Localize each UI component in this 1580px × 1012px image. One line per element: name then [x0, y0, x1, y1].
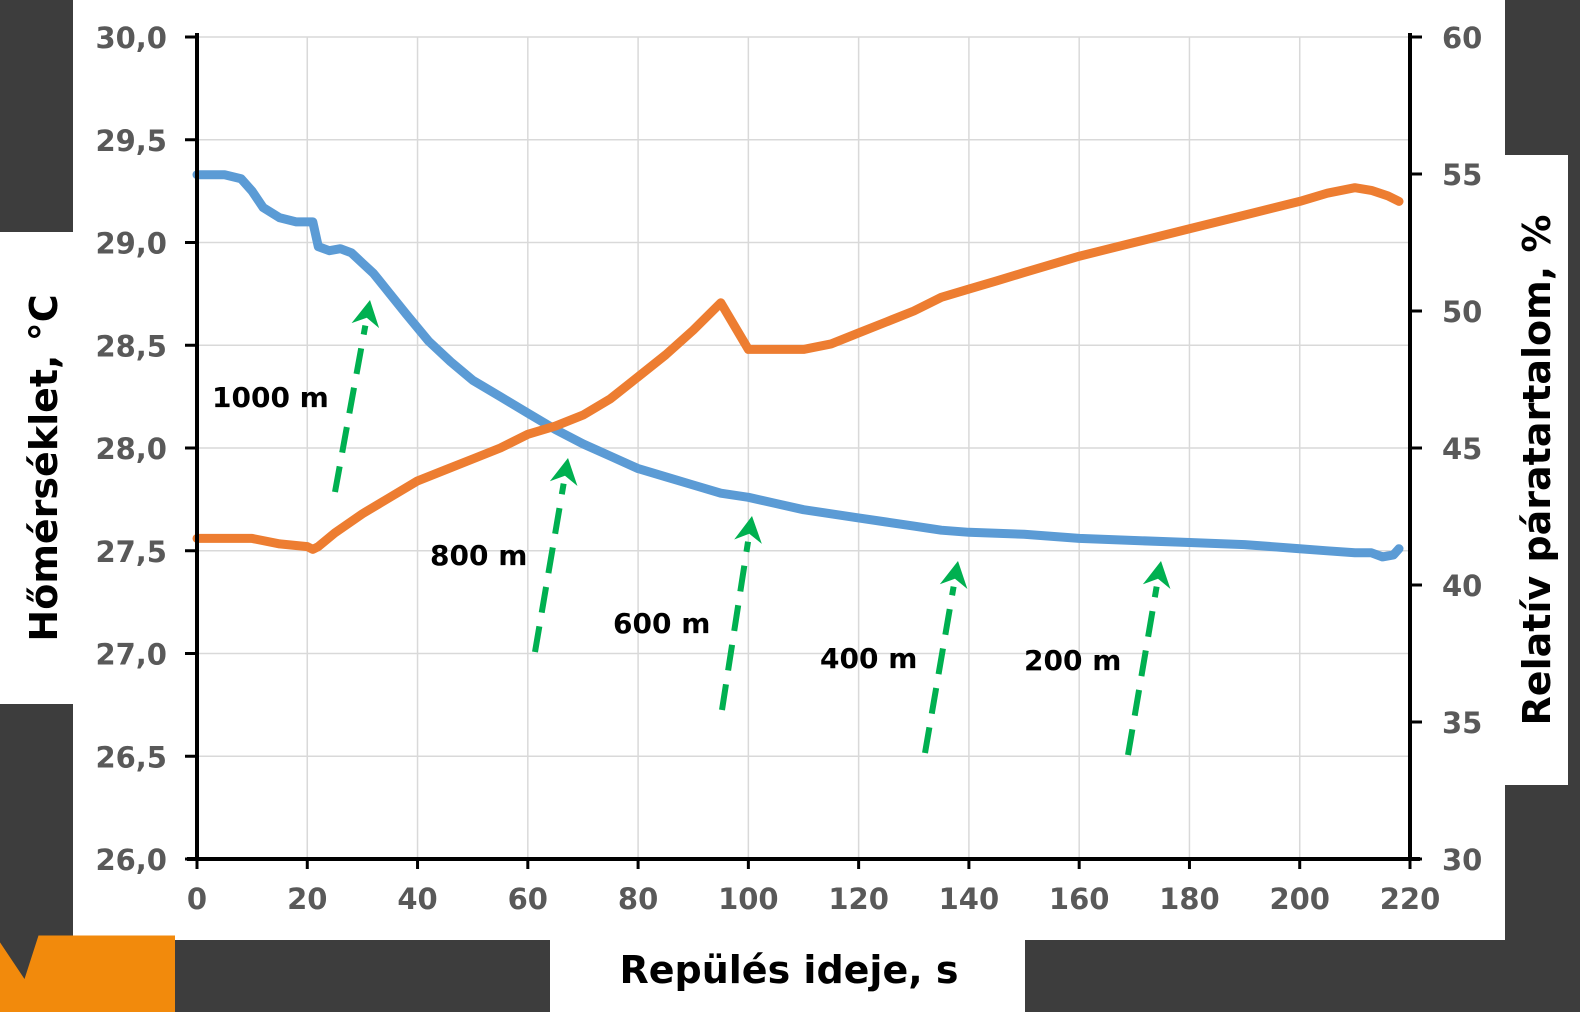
y-left-tick-label: 26,5 — [95, 740, 167, 774]
x-tick-label: 200 — [1269, 882, 1330, 916]
y-right-tick-label: 55 — [1442, 158, 1482, 192]
y-left-tick-label: 30,0 — [95, 21, 167, 55]
left-label-panel — [0, 232, 75, 704]
y-left-tick-label: 29,5 — [95, 124, 167, 158]
y-right-tick-label: 50 — [1442, 295, 1482, 329]
chart-panel — [73, 0, 1505, 940]
label-layer: 1000 m 800 m 600 m 400 m 200 m 0 20 40 60 80 100 12… — [95, 21, 1482, 916]
y-right-tick-label: 60 — [1442, 21, 1482, 55]
y-left-tick-label: 27,0 — [95, 638, 167, 672]
xlabel-panel — [550, 936, 1025, 1012]
arrow-head — [734, 516, 762, 544]
y-left-tick-label: 28,5 — [95, 329, 167, 363]
y-left-tick-label: 29,0 — [95, 227, 167, 261]
annotation-label: 1000 m — [212, 381, 329, 414]
x-tick-label: 40 — [397, 882, 437, 916]
y-right-tick-label: 35 — [1442, 706, 1482, 740]
annotation-arrow — [532, 483, 567, 653]
x-tick-label: 120 — [828, 882, 889, 916]
x-tick-label: 220 — [1380, 882, 1441, 916]
x-tick-label: 140 — [939, 882, 1000, 916]
y-right-tick-label: 30 — [1442, 843, 1482, 877]
series-layer — [192, 170, 1404, 562]
y-left-tick-label: 28,0 — [95, 432, 167, 466]
grid-layer — [197, 36, 1411, 859]
y-left-tick-label: 27,5 — [95, 535, 167, 569]
y-left-axis-title: Hőmérséklet, °C — [22, 294, 66, 641]
y-right-tick-label: 40 — [1442, 569, 1482, 603]
humidity-series-line — [192, 183, 1404, 554]
arrow-head — [939, 561, 968, 589]
annotation-arrow — [332, 325, 369, 493]
annotation-label: 200 m — [1024, 644, 1121, 677]
x-tick-label: 60 — [508, 882, 548, 916]
x-tick-label: 160 — [1049, 882, 1110, 916]
x-tick-label: 100 — [718, 882, 779, 916]
x-tick-label: 180 — [1159, 882, 1220, 916]
arrow-head — [549, 458, 578, 486]
annotation-label: 600 m — [613, 607, 710, 640]
x-axis-title: Repülés ideje, s — [619, 948, 958, 992]
annotation-arrow — [1125, 586, 1160, 756]
y-right-axis-title: Relatív páratartalom, % — [1515, 215, 1559, 726]
annotation-label: 800 m — [430, 539, 527, 572]
arrow-head — [1142, 561, 1171, 589]
y-right-tick-label: 45 — [1442, 432, 1482, 466]
x-tick-label: 0 — [187, 882, 207, 916]
arrow-head — [351, 300, 380, 329]
arrow-layer — [332, 300, 1171, 756]
x-tick-label: 20 — [287, 882, 327, 916]
axis-layer — [185, 33, 1422, 869]
x-tick-label: 80 — [618, 882, 658, 916]
annotation-arrow — [719, 541, 751, 711]
annotation-label: 400 m — [820, 642, 917, 675]
y-left-tick-label: 26,0 — [95, 843, 167, 877]
annotation-arrow — [922, 586, 957, 754]
right-label-panel — [1503, 155, 1568, 785]
temperature-series-line — [192, 170, 1404, 562]
